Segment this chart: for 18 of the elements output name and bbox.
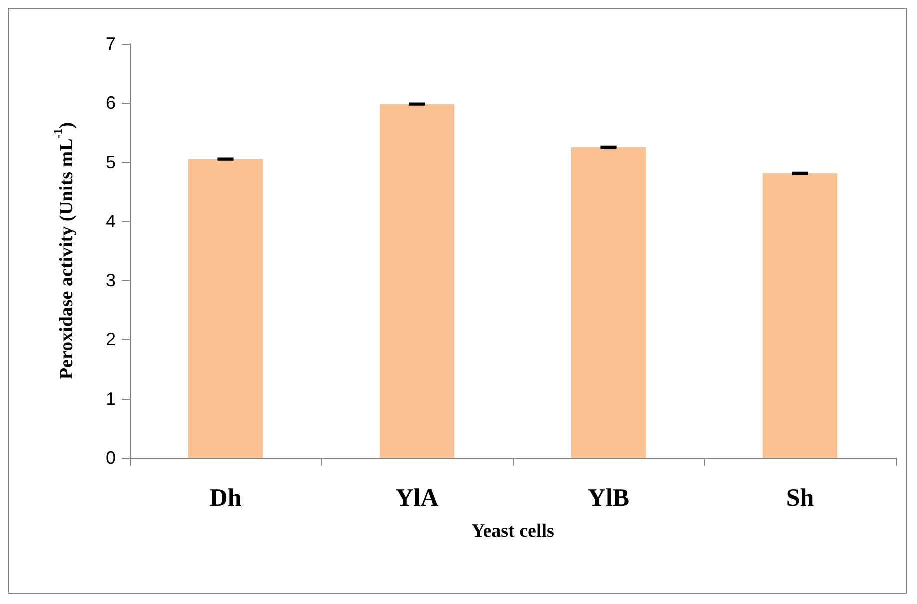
y-tick-label: 5 [106,152,116,172]
x-tick-label: Sh [786,485,814,512]
y-tick-label: 6 [106,93,116,114]
x-tick-label: Dh [210,485,242,512]
x-tick-label: YlB [588,485,630,512]
bar [571,148,646,458]
y-tick-label: 7 [106,34,116,54]
bar [762,174,838,458]
y-tick-label: 0 [106,448,116,468]
y-tick-label: 3 [106,270,116,291]
bar [188,159,264,458]
y-axis-title: Peroxidase activity (Units mL-1) [51,122,78,380]
y-tick-label: 2 [106,330,116,350]
x-tick-label: YlA [396,485,439,512]
x-axis-title: Yeast cells [472,521,554,542]
bar [380,104,455,458]
y-tick-label: 4 [106,211,116,232]
y-tick-label: 1 [106,388,116,409]
